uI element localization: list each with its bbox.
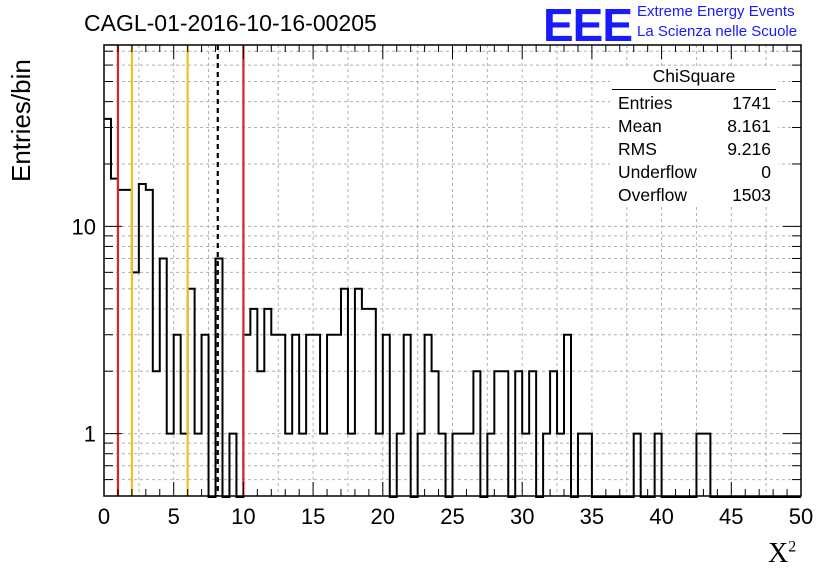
eee-logo: EEE <box>543 0 633 51</box>
x-tick-label: 0 <box>98 504 110 529</box>
stats-row-overflow: Overflow 1503 <box>610 184 778 207</box>
stats-row-underflow: Underflow 0 <box>610 161 778 184</box>
logo-line-1: Extreme Energy Events <box>637 3 795 20</box>
x-axis-label-base: X <box>768 538 789 569</box>
stats-value: 9.216 <box>727 139 771 159</box>
plot-title: CAGL-01-2016-10-16-00205 <box>84 10 377 36</box>
stats-row-mean: Mean 8.161 <box>610 115 778 138</box>
y-tick-label: 1 <box>84 422 96 447</box>
stats-box-title: ChiSquare <box>612 66 776 90</box>
x-axis-label-sup: 2 <box>788 538 797 556</box>
stats-label: Underflow <box>618 162 697 182</box>
x-tick-label: 15 <box>301 504 325 529</box>
y-axis-label: Entries/bin <box>6 59 36 182</box>
x-tick-label: 5 <box>168 504 180 529</box>
stats-value: 8.161 <box>727 116 771 136</box>
x-axis-label: X2 <box>768 538 796 570</box>
stats-box: ChiSquare Entries 1741 Mean 8.161 RMS 9.… <box>610 66 778 207</box>
histogram-outline <box>104 117 801 498</box>
stats-value: 1741 <box>732 93 771 113</box>
stats-label: Entries <box>618 93 673 113</box>
stats-label: RMS <box>618 139 657 159</box>
stats-label: Mean <box>618 116 662 136</box>
x-tick-label: 20 <box>371 504 395 529</box>
stats-value: 1503 <box>732 185 771 205</box>
x-tick-label: 25 <box>440 504 464 529</box>
logo-line-2: La Scienza nelle Scuole <box>637 23 798 40</box>
x-tick-label: 30 <box>510 504 534 529</box>
x-tick-label: 40 <box>649 504 673 529</box>
x-tick-label: 45 <box>719 504 743 529</box>
x-tick-label: 10 <box>231 504 255 529</box>
stats-label: Overflow <box>618 185 688 205</box>
stats-row-entries: Entries 1741 <box>610 92 778 115</box>
y-tick-label: 10 <box>72 214 96 239</box>
x-tick-label: 35 <box>580 504 604 529</box>
x-tick-label: 50 <box>789 504 813 529</box>
stats-row-rms: RMS 9.216 <box>610 138 778 161</box>
stats-value: 0 <box>761 162 771 182</box>
